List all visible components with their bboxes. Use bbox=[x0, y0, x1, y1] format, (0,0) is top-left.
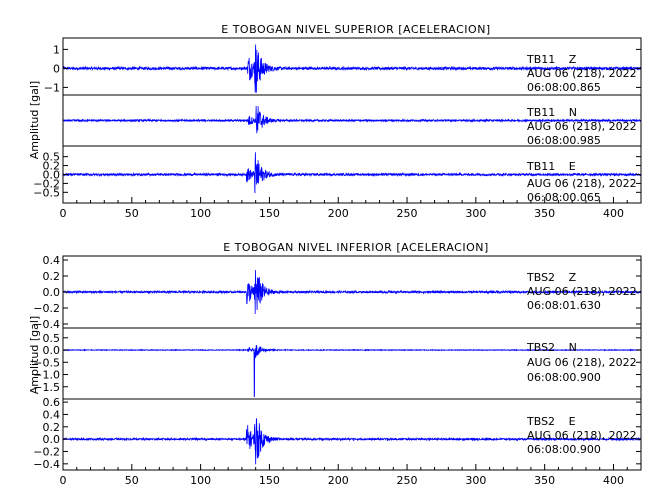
y-tick-label: 0 bbox=[53, 62, 60, 75]
x-tick-label: 100 bbox=[190, 207, 211, 220]
trace-label-time: 06:08:00.985 bbox=[527, 134, 601, 147]
x-axis-superior: 0 50 100 150 200 250 300 350 400 bbox=[60, 197, 642, 220]
trace-label-station: TBS2 E bbox=[526, 415, 576, 428]
panel-tbs2-z: 0.4 0.2 0.0 −0.2 −0.4 TBS2 Z AUG 06 (218), 2… bbox=[33, 254, 642, 331]
x-tick-label: 50 bbox=[125, 207, 139, 220]
trace-label-station: TBS2 N bbox=[526, 341, 577, 354]
trace-label-date: AUG 06 (218), 2022 bbox=[527, 429, 637, 442]
y-tick-label: 0.2 bbox=[43, 160, 61, 173]
y-tick-label: 0.2 bbox=[43, 270, 61, 283]
x-tick-label: 150 bbox=[259, 207, 280, 220]
y-tick-label: 1 bbox=[53, 43, 60, 56]
x-tick-label: 250 bbox=[397, 474, 418, 487]
panel-tb11-e: 0.50.20.0−0.2−0.5 TB11 E AUG 06 (218), 2… bbox=[33, 145, 642, 204]
panel-tb11-n: TB11 N AUG 06 (218), 2022 06:08:00.985 bbox=[62, 94, 642, 147]
trace-label-station: TB11 E bbox=[526, 160, 576, 173]
trace-label-date: AUG 06 (218), 2022 bbox=[527, 120, 637, 133]
y-axis-label-superior: Amplitud [gal] bbox=[28, 81, 41, 159]
y-tick-label: 0.5 bbox=[43, 151, 61, 164]
y-tick-label: −0.2 bbox=[33, 302, 60, 315]
y-tick-label: 0.0 bbox=[43, 344, 61, 357]
y-tick-label: 0.5 bbox=[43, 332, 61, 345]
y-axis-label-inferior: Amplitud [gal] bbox=[28, 316, 41, 394]
waveform-trace bbox=[62, 152, 642, 194]
x-tick-label: 250 bbox=[397, 207, 418, 220]
y-tick-label: 0.0 bbox=[43, 169, 61, 182]
trace-label-date: AUG 06 (218), 2022 bbox=[527, 356, 637, 369]
waveform-trace bbox=[62, 105, 642, 134]
waveform-trace bbox=[62, 270, 642, 314]
y-tick-label: −0.2 bbox=[33, 177, 60, 190]
panel-tbs2-n: 0.50.0−0.5−1.0−1.5 TBS2 N AUG 06 (218), … bbox=[33, 327, 642, 400]
x-tick-label: 200 bbox=[328, 474, 349, 487]
waveform-trace bbox=[62, 345, 642, 397]
trace-label-station: TB11 Z bbox=[526, 53, 577, 66]
chart-inferior: E TOBOGAN NIVEL INFERIOR [ACELERACION] A… bbox=[28, 241, 642, 487]
y-tick-label: 0.4 bbox=[43, 408, 61, 421]
x-tick-label: 350 bbox=[534, 207, 555, 220]
trace-label-station: TBS2 Z bbox=[526, 271, 577, 284]
trace-label-time: 06:08:00.900 bbox=[527, 371, 601, 384]
y-tick-label: −0.4 bbox=[33, 318, 60, 331]
trace-label-time: 06:08:00.065 bbox=[527, 191, 601, 204]
chart-superior: E TOBOGAN NIVEL SUPERIOR [ACELERACION] A… bbox=[28, 23, 642, 220]
y-tick-label: 0.0 bbox=[43, 286, 61, 299]
trace-label-time: 06:08:00.865 bbox=[527, 81, 601, 94]
y-tick-label: −0.4 bbox=[33, 458, 60, 471]
chart-title-inferior: E TOBOGAN NIVEL INFERIOR [ACELERACION] bbox=[223, 241, 489, 254]
x-tick-label: 200 bbox=[328, 207, 349, 220]
trace-label-date: AUG 06 (218), 2022 bbox=[527, 285, 637, 298]
y-tick-label: −0.2 bbox=[33, 445, 60, 458]
x-tick-label: 350 bbox=[534, 474, 555, 487]
trace-label-time: 06:08:00.900 bbox=[527, 443, 601, 456]
x-tick-label: 400 bbox=[603, 474, 624, 487]
x-tick-label: 300 bbox=[465, 474, 486, 487]
x-tick-label: 0 bbox=[60, 474, 67, 487]
x-tick-label: 150 bbox=[259, 474, 280, 487]
panel-tb11-z: 1 0 −1 TB11 Z AUG 06 (218), 2022 06:08:00.… bbox=[44, 37, 642, 96]
trace-label-date: AUG 06 (218), 2022 bbox=[527, 67, 637, 80]
x-tick-label: 0 bbox=[60, 207, 67, 220]
trace-label-station: TB11 N bbox=[526, 106, 577, 119]
y-tick-label: 0.6 bbox=[43, 396, 61, 409]
y-tick-label: 0.4 bbox=[43, 254, 61, 267]
x-tick-label: 50 bbox=[125, 474, 139, 487]
waveform-trace bbox=[62, 44, 642, 93]
trace-label-time: 06:08:01.630 bbox=[527, 299, 601, 312]
trace-label-date: AUG 06 (218), 2022 bbox=[527, 177, 637, 190]
panel-tbs2-e: 0.60.40.20.0−0.2−0.4 TBS2 E AUG 06 (218)… bbox=[33, 396, 642, 471]
y-tick-label: −0.5 bbox=[33, 186, 60, 199]
y-tick-label: 0.2 bbox=[43, 421, 61, 434]
y-tick-label: −1.5 bbox=[33, 381, 60, 394]
waveform-trace bbox=[62, 418, 642, 465]
y-tick-label: −1.0 bbox=[33, 369, 60, 382]
y-tick-label: −1 bbox=[44, 81, 60, 94]
y-tick-label: −0.5 bbox=[33, 356, 60, 369]
x-axis-inferior: 0 50 100 150 200 250 300 350 400 bbox=[60, 464, 642, 487]
chart-title-superior: E TOBOGAN NIVEL SUPERIOR [ACELERACION] bbox=[221, 23, 490, 36]
x-tick-label: 100 bbox=[190, 474, 211, 487]
y-tick-label: 0.0 bbox=[43, 433, 61, 446]
x-tick-label: 300 bbox=[465, 207, 486, 220]
x-tick-label: 400 bbox=[603, 207, 624, 220]
